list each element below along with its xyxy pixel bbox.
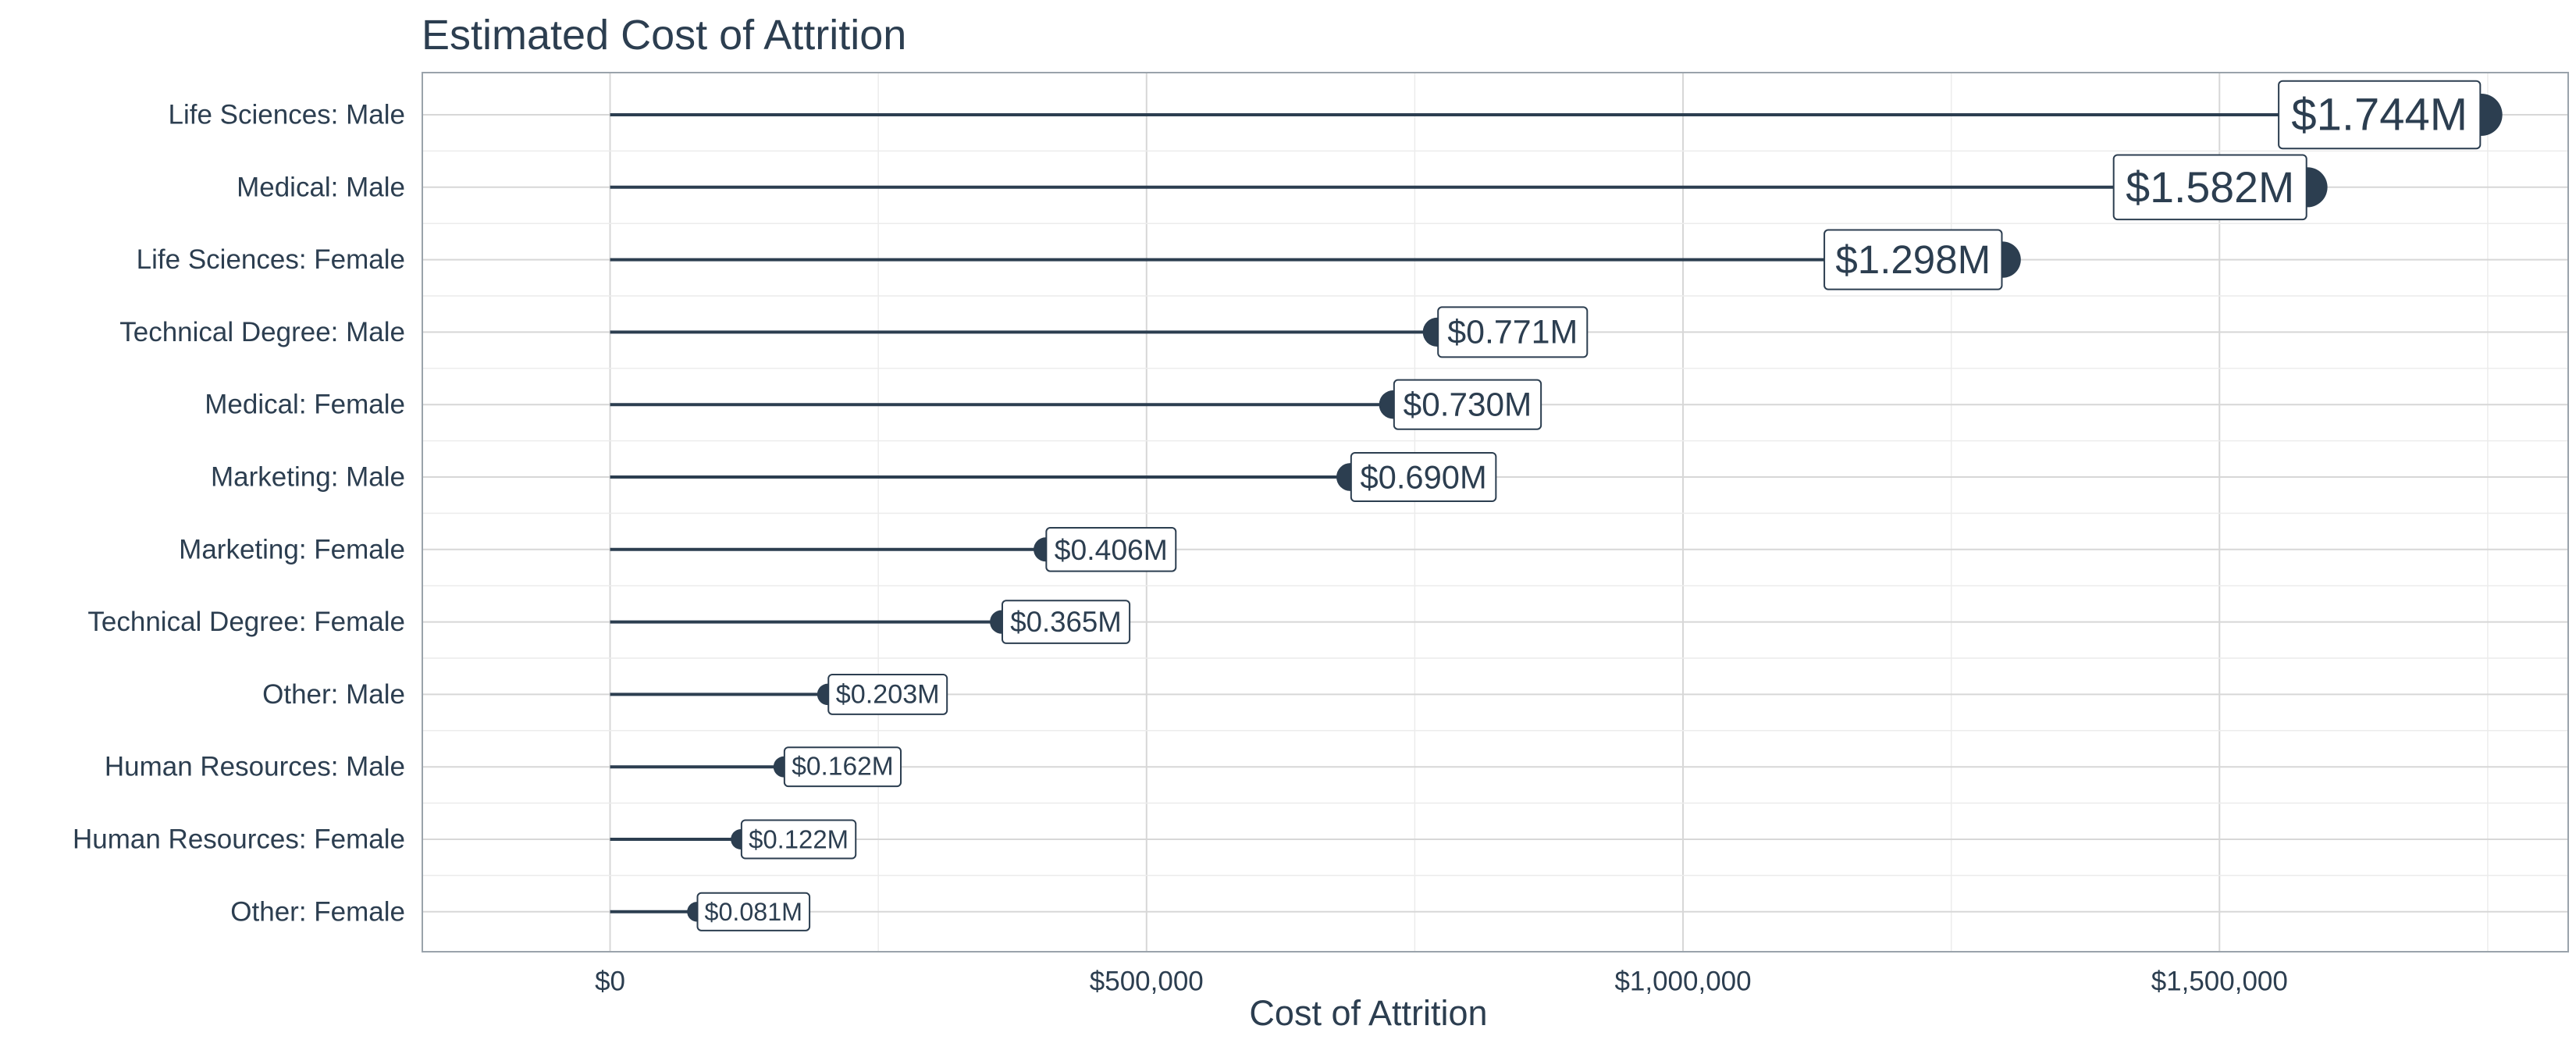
- y-tick-label: Life Sciences: Male: [169, 100, 405, 130]
- data-label-box: [1350, 451, 1497, 503]
- data-label: $1.298M: [1835, 237, 1991, 282]
- y-tick-label: Medical: Female: [205, 390, 405, 420]
- data-label: $0.122M: [749, 825, 849, 854]
- x-tick-label: $0: [595, 967, 625, 997]
- data-label-box: [783, 746, 902, 788]
- data-label-box: [2278, 80, 2482, 150]
- chart-title: Estimated Cost of Attrition: [422, 12, 907, 59]
- x-axis-title: Cost of Attrition: [1249, 993, 1488, 1033]
- x-tick-label: $500,000: [1090, 967, 1204, 997]
- data-label: $0.730M: [1404, 386, 1532, 423]
- data-label-box: [1823, 229, 2003, 290]
- data-labels: $1.744M $1.582M $1.298M $0.771M $0.730M $0.69…: [696, 80, 2482, 931]
- y-tick-label: Human Resources: Male: [105, 752, 405, 782]
- data-label-box: [740, 819, 857, 860]
- data-label: $0.162M: [792, 753, 893, 782]
- y-tick-label: Marketing: Male: [211, 462, 405, 493]
- data-label-box: [2112, 154, 2307, 221]
- data-label-box: [696, 892, 811, 931]
- y-tick-label: Other: Male: [262, 679, 405, 710]
- data-label-box: [1045, 527, 1177, 572]
- data-label-box: [1001, 600, 1131, 644]
- y-tick-label: Human Resources: Female: [73, 824, 405, 855]
- data-label: $0.365M: [1010, 606, 1122, 638]
- y-tick-label: Marketing: Female: [179, 534, 405, 564]
- lollipop-stems: [610, 113, 2482, 913]
- x-axis-tick-labels: $0 $500,000 $1,000,000 $1,500,000: [595, 967, 2288, 997]
- data-label-box: [1437, 306, 1589, 358]
- data-label: $0.406M: [1055, 533, 1168, 566]
- y-tick-label: Other: Female: [230, 896, 405, 927]
- x-tick-label: $1,000,000: [1614, 967, 1751, 997]
- data-label: $0.203M: [836, 679, 940, 709]
- data-label-box: [827, 673, 948, 715]
- data-label: $1.744M: [2291, 90, 2467, 141]
- y-tick-label: Medical: Male: [237, 172, 405, 202]
- data-label: $0.771M: [1447, 313, 1578, 351]
- y-axis-tick-labels: Life Sciences: Male Medical: Male Life Sci…: [73, 100, 405, 928]
- y-tick-label: Life Sciences: Female: [137, 244, 405, 275]
- data-label: $0.690M: [1361, 459, 1487, 496]
- x-tick-label: $1,500,000: [2151, 967, 2288, 997]
- y-tick-label: Technical Degree: Female: [87, 607, 405, 637]
- plot-panel-border: [422, 72, 2569, 953]
- data-label-box: [1393, 379, 1542, 430]
- data-label: $1.582M: [2126, 163, 2294, 212]
- y-tick-label: Technical Degree: Male: [119, 317, 405, 347]
- data-label: $0.081M: [705, 898, 803, 926]
